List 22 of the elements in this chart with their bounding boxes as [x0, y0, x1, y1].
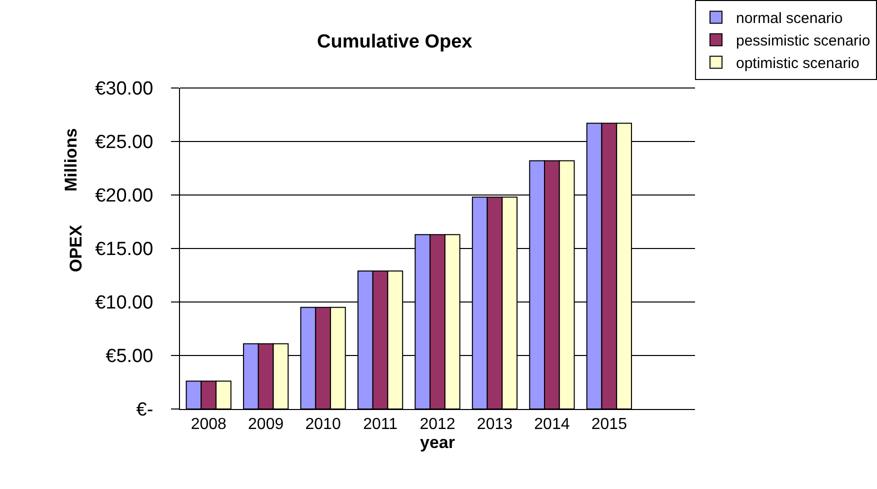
y-tick-label: €30.00	[95, 78, 154, 100]
y-tick-label: €-	[136, 400, 154, 421]
x-tick-label: 2015	[591, 416, 628, 434]
y-tick-label: €20.00	[95, 186, 154, 207]
text: Millions	[61, 128, 80, 192]
x-tick-label: 2008	[190, 416, 227, 434]
x-tick-label: 2010	[305, 416, 341, 434]
y-tick-label: €15.00	[95, 239, 154, 260]
x-tick-label: 2013	[476, 416, 513, 434]
x-tick-label: 2009	[248, 416, 284, 434]
y-tick-label: €5.00	[106, 346, 154, 368]
y-tick-label: €10.00	[95, 292, 154, 314]
x-tick-label: 2011	[363, 416, 398, 434]
y-tick-label: €25.00	[95, 132, 154, 154]
legend-label: normal scenario	[736, 10, 843, 28]
y-axis-title: OPEX	[66, 224, 86, 272]
legend-label: optimistic scenario	[736, 55, 860, 72]
x-tick-label: 2014	[534, 416, 570, 434]
x-tick-label: 2012	[420, 416, 456, 434]
chart-title: Cumulative Opex	[317, 32, 473, 53]
x-axis-title: year	[420, 433, 456, 452]
legend-label: pessimistic scenario	[736, 32, 870, 50]
